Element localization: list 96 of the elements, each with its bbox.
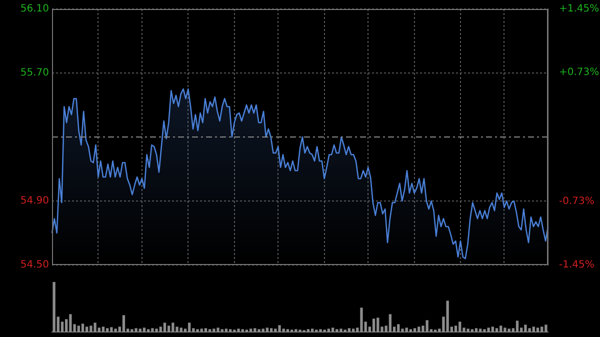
bar — [458, 322, 462, 332]
bar — [487, 328, 490, 332]
bar — [483, 329, 486, 332]
bar — [130, 329, 134, 332]
bar — [536, 328, 540, 332]
bar — [254, 328, 256, 332]
bar — [508, 328, 510, 332]
bar — [94, 322, 96, 332]
bar — [405, 328, 408, 332]
bar — [388, 314, 392, 332]
bar — [352, 328, 355, 332]
bar — [331, 328, 334, 332]
bar — [224, 328, 228, 332]
bar — [237, 328, 240, 332]
bar — [114, 328, 117, 332]
bar — [282, 328, 285, 332]
bar — [306, 329, 310, 332]
bar — [544, 324, 548, 332]
bar — [86, 326, 88, 332]
bar — [413, 328, 416, 332]
bar — [163, 322, 166, 332]
bar — [540, 326, 544, 332]
bar — [106, 328, 109, 332]
y2-tick-label: -1.45% — [559, 260, 594, 271]
bar — [151, 328, 154, 332]
bar — [409, 329, 412, 332]
bar — [504, 328, 506, 332]
bar — [69, 314, 72, 332]
bar — [258, 329, 260, 332]
y2-tick-label: -0.73% — [559, 196, 594, 208]
bar — [491, 326, 494, 332]
bar — [90, 326, 92, 332]
bar — [208, 329, 212, 332]
bar — [216, 328, 220, 332]
bar — [532, 326, 535, 332]
bar — [138, 328, 142, 332]
y2-tick-label: +1.45% — [559, 4, 600, 15]
bar — [500, 326, 502, 332]
bar — [172, 322, 174, 332]
y-tick-label: 54.90 — [20, 196, 49, 207]
bar — [372, 318, 376, 332]
bar — [176, 326, 178, 332]
bar — [495, 328, 498, 332]
bar — [454, 326, 458, 332]
bar — [336, 329, 338, 332]
bar — [426, 320, 428, 332]
bar — [319, 329, 322, 332]
bar — [241, 329, 244, 332]
bar — [418, 326, 420, 332]
y-tick-label: 55.70 — [20, 68, 49, 79]
bar — [167, 326, 170, 332]
bar — [528, 328, 531, 332]
bar — [466, 328, 470, 332]
y-tick-label: 56.10 — [20, 4, 49, 15]
bar — [200, 328, 203, 332]
bar — [228, 329, 232, 332]
bar — [278, 325, 281, 332]
bar — [327, 328, 330, 332]
bar — [134, 328, 138, 332]
bar — [212, 328, 216, 332]
bar — [270, 328, 273, 332]
bar — [348, 328, 351, 332]
bar — [524, 324, 527, 332]
bar — [196, 329, 199, 332]
bar — [142, 328, 146, 332]
bar — [102, 326, 105, 332]
bar — [110, 327, 113, 332]
bar — [516, 320, 519, 332]
bar — [52, 282, 56, 332]
bar — [77, 326, 80, 332]
bar — [376, 318, 380, 332]
bar — [470, 329, 474, 332]
bar — [122, 315, 126, 332]
bar — [397, 324, 400, 332]
bar — [474, 328, 478, 332]
bar — [155, 328, 158, 332]
bar — [159, 326, 162, 332]
bar — [249, 328, 252, 332]
bar — [446, 300, 449, 332]
bar — [340, 328, 342, 332]
bar — [180, 328, 182, 332]
bar — [360, 308, 363, 332]
bar — [220, 329, 224, 332]
y-tick-label: 54.50 — [20, 260, 49, 271]
bar — [266, 328, 269, 332]
bar — [81, 324, 84, 332]
bar — [204, 328, 208, 332]
bar — [262, 328, 264, 332]
bar — [286, 329, 290, 332]
bar — [310, 328, 314, 332]
bar — [188, 322, 191, 332]
bar — [294, 329, 298, 332]
bar — [147, 329, 150, 332]
bar — [274, 328, 277, 332]
y2-tick-label: +0.73% — [559, 67, 600, 78]
bar — [479, 328, 482, 332]
